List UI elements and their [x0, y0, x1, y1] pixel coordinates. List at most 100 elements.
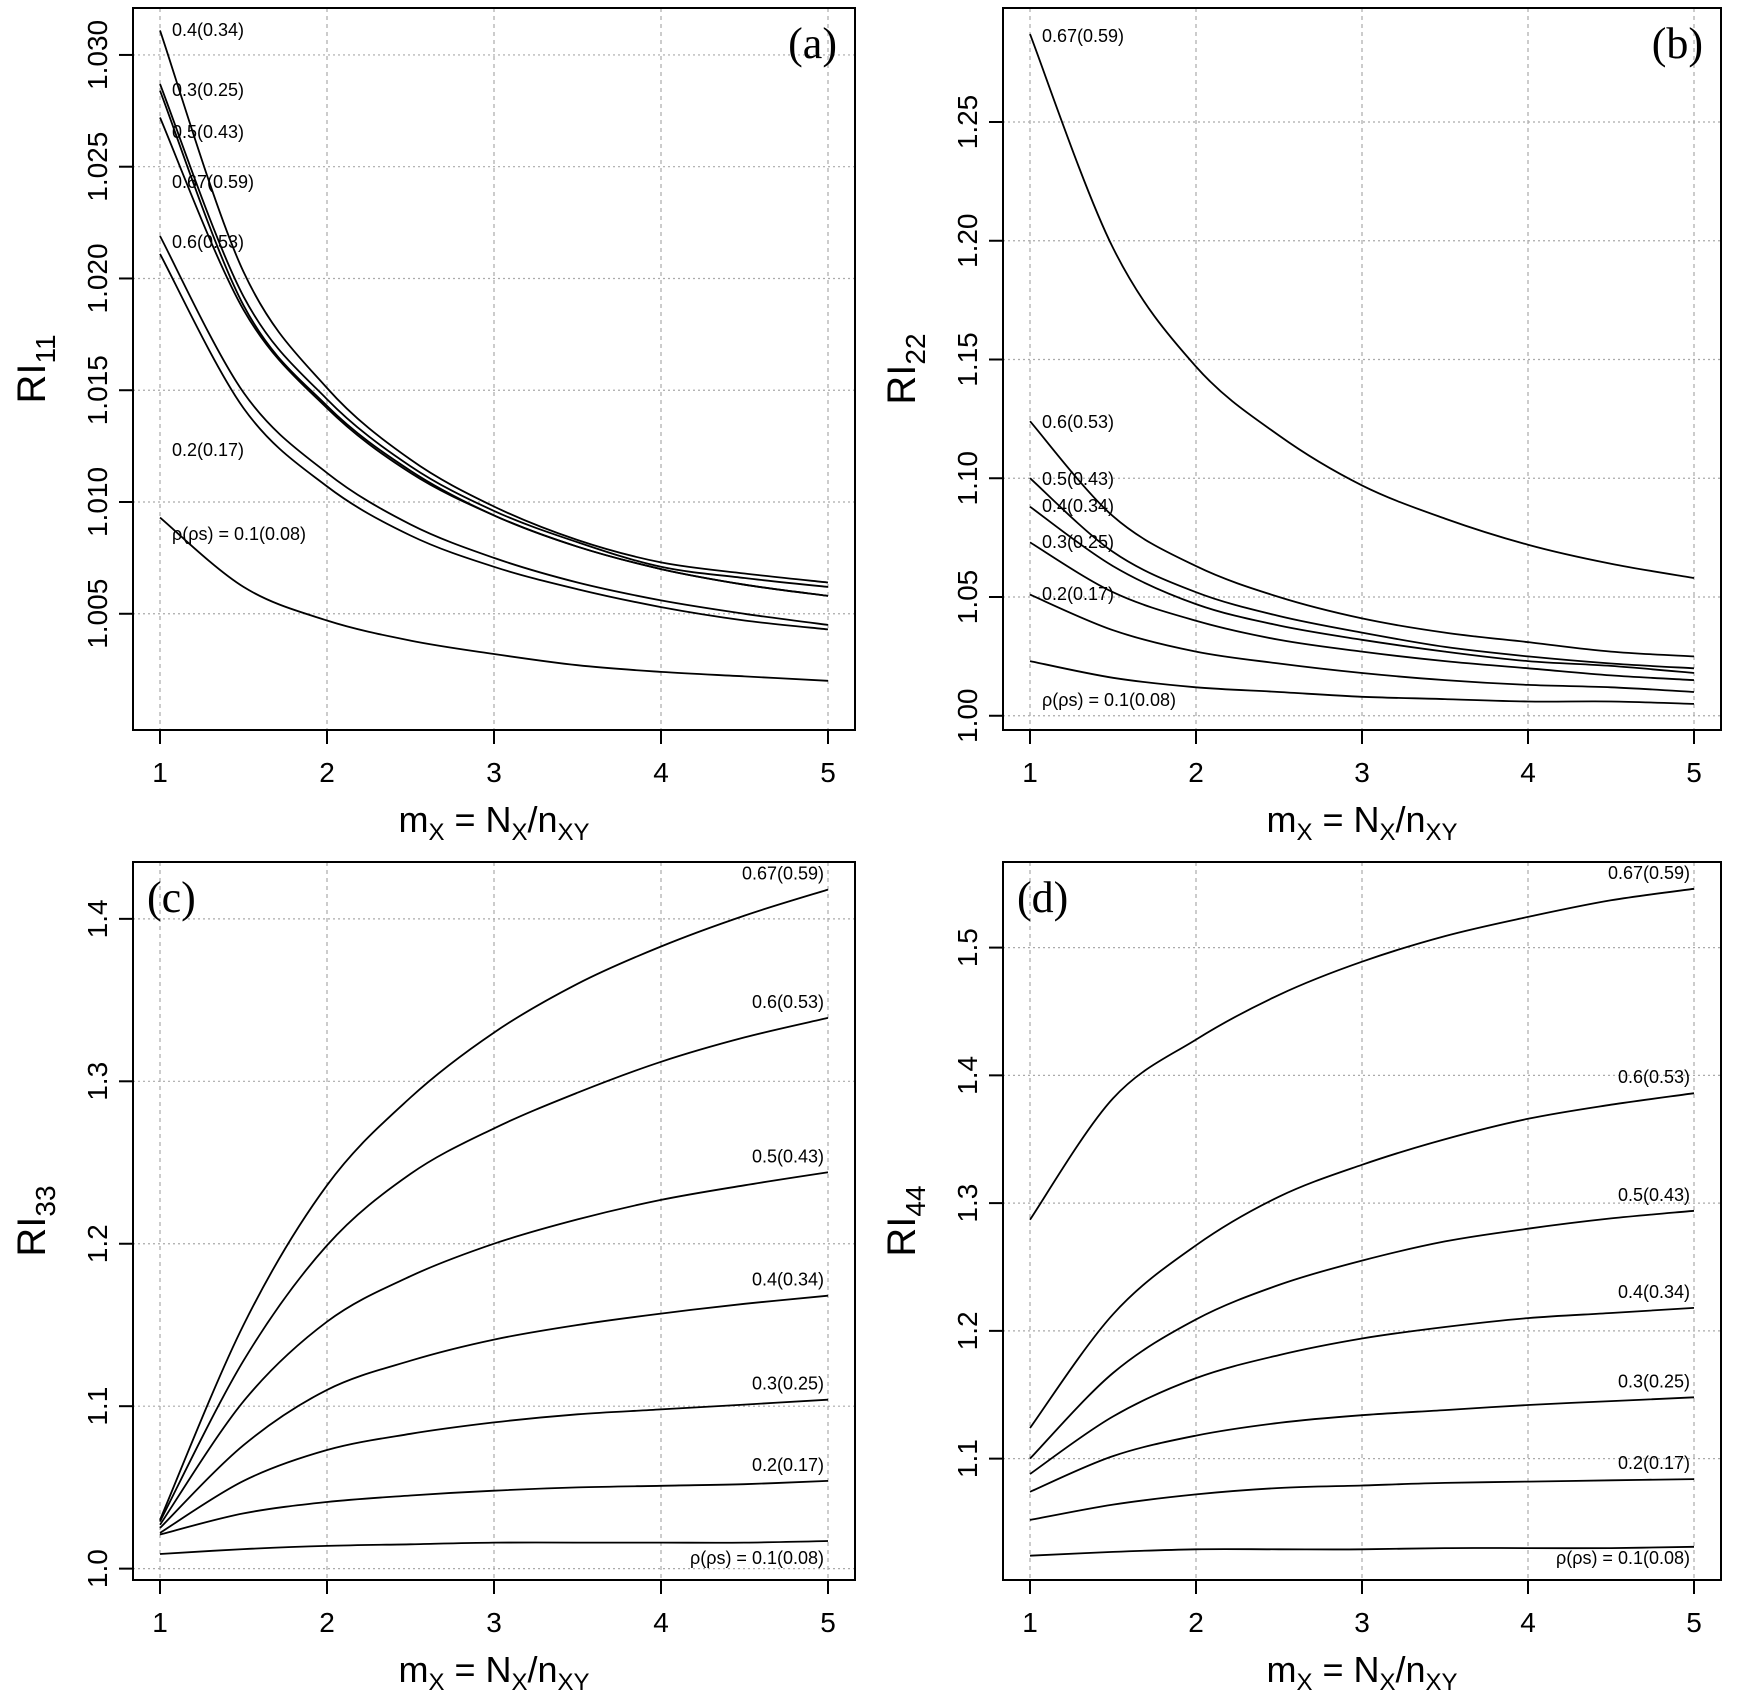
x-axis-label-part: =	[444, 1649, 485, 1690]
x-axis-label-part: X	[1379, 819, 1395, 846]
series-label: 0.6(0.53)	[172, 232, 244, 252]
series-line-0.5(0.43)	[1029, 477, 1695, 670]
x-axis-label-part: =	[1312, 1649, 1353, 1690]
x-axis-label: mX = NX/nXY	[1266, 799, 1457, 846]
series-line-0.6(0.53)	[1029, 420, 1695, 658]
series-label: 0.3(0.25)	[1042, 532, 1114, 552]
series-label: 0.5(0.43)	[1618, 1185, 1690, 1205]
x-axis-label-part: X	[1296, 1669, 1312, 1696]
x-tick-label: 1	[152, 1607, 168, 1638]
x-tick-label: 1	[1022, 1607, 1038, 1638]
series-label: 0.67(0.59)	[172, 172, 254, 192]
series-label: 0.4(0.34)	[752, 1270, 824, 1290]
y-axis-label-sub: 11	[30, 334, 61, 363]
x-tick-label: 2	[319, 757, 335, 788]
y-tick-label: 1.15	[952, 332, 983, 387]
x-axis-label-part: X	[511, 819, 527, 846]
series-label: 0.4(0.34)	[1042, 496, 1114, 516]
series-label: 0.2(0.17)	[1618, 1453, 1690, 1473]
y-axis-label: RI22	[880, 333, 931, 404]
x-tick-label: 3	[1354, 757, 1370, 788]
x-axis-label: mX = NX/nXY	[1266, 1649, 1457, 1696]
x-axis-label-part: m	[1266, 1649, 1296, 1690]
y-axis-label: RI11	[10, 334, 61, 403]
x-tick-label: 4	[653, 757, 669, 788]
x-tick-label: 5	[1686, 1607, 1702, 1638]
panel-a: 1 2 3 4 5 1.005 1.010 1.015 1.020 1.025 1.030 RI11 m…	[10, 7, 856, 846]
series-line-0.4(0.34)	[159, 30, 829, 584]
series-line-0.6(0.53)	[159, 1017, 829, 1522]
y-axis-label-main: RI	[10, 1217, 54, 1257]
x-axis-label-part: X	[1379, 1669, 1395, 1696]
x-axis-label-part: XY	[1426, 1669, 1458, 1696]
x-tick-label: 3	[486, 757, 502, 788]
x-axis-label-part: n	[538, 799, 558, 840]
y-axis-label: RI33	[10, 1185, 61, 1256]
x-tick-label: 2	[319, 1607, 335, 1638]
series-label: ρ(ρs) = 0.1(0.08)	[1556, 1548, 1690, 1568]
y-tick-label: 1.3	[952, 1184, 983, 1223]
x-axis-label-part: m	[1266, 799, 1296, 840]
y-tick-label: 1.1	[952, 1439, 983, 1478]
series-label: 0.4(0.34)	[1618, 1282, 1690, 1302]
x-axis-label-part: X	[428, 819, 444, 846]
y-tick-label: 1.2	[82, 1224, 113, 1263]
series-line-0.67(0.59)	[1029, 33, 1695, 579]
x-axis-label-part: XY	[1426, 819, 1458, 846]
series-label: 0.2(0.17)	[172, 440, 244, 460]
y-tick-label: 1.2	[952, 1311, 983, 1350]
y-tick-label: 1.05	[952, 570, 983, 625]
x-axis-label-part: /	[1396, 1649, 1406, 1690]
x-axis-label-part: =	[444, 799, 485, 840]
series-line-0.1(0.08)	[1029, 660, 1695, 705]
x-tick-label: 3	[1354, 1607, 1370, 1638]
x-axis-label-part: N	[1353, 1649, 1379, 1690]
x-tick-label: 2	[1188, 757, 1204, 788]
x-axis-label-part: m	[398, 799, 428, 840]
x-axis-label-part: m	[398, 1649, 428, 1690]
series-label: ρ(ρs) = 0.1(0.08)	[172, 524, 306, 544]
series-line-0.1(0.08)	[159, 1540, 829, 1555]
series-line-0.3(0.25)	[1029, 1396, 1695, 1493]
y-tick-label: 1.00	[952, 689, 983, 744]
x-tick-label: 4	[653, 1607, 669, 1638]
x-axis-label-part: X	[1296, 819, 1312, 846]
x-tick-label: 4	[1520, 757, 1536, 788]
series-label: 0.2(0.17)	[1042, 584, 1114, 604]
y-tick-label: 1.10	[952, 451, 983, 506]
x-tick-label: 4	[1520, 1607, 1536, 1638]
y-tick-label: 1.020	[82, 243, 113, 313]
panel-tag: (a)	[788, 19, 837, 68]
y-tick-label: 1.025	[82, 132, 113, 202]
x-axis-label-part: N	[485, 799, 511, 840]
y-axis-label: RI44	[880, 1185, 931, 1256]
series-line-0.5(0.43)	[1029, 1209, 1695, 1460]
series-line-0.2(0.17)	[159, 1480, 829, 1536]
y-tick-label: 1.030	[82, 20, 113, 90]
x-axis-label-part: /	[1396, 799, 1406, 840]
series-label: 0.6(0.53)	[1618, 1067, 1690, 1087]
series-line-0.3(0.25)	[159, 83, 829, 588]
x-tick-label: 5	[820, 1607, 836, 1638]
series-line-0.67(0.59)	[1029, 887, 1695, 1221]
x-axis-label-part: XY	[558, 1669, 590, 1696]
x-tick-label: 1	[1022, 757, 1038, 788]
x-axis-label-part: n	[1406, 1649, 1426, 1690]
series-line-0.4(0.34)	[1029, 1307, 1695, 1475]
series-label: 0.3(0.25)	[1618, 1371, 1690, 1391]
x-axis-label-part: X	[511, 1669, 527, 1696]
y-tick-label: 1.1	[82, 1387, 113, 1426]
series-line-0.2(0.17)	[1029, 593, 1695, 693]
panel-tag: (b)	[1652, 19, 1703, 68]
series-line-0.3(0.25)	[1029, 541, 1695, 681]
series-line-0.1(0.08)	[159, 516, 829, 682]
x-axis-label-part: /	[528, 1649, 538, 1690]
series-line-0.67(0.59)	[159, 117, 829, 597]
y-tick-label: 1.5	[952, 928, 983, 967]
series-line-0.1(0.08)	[1029, 1545, 1695, 1557]
y-axis-label-sub: 22	[900, 333, 931, 364]
series-label: 0.5(0.43)	[752, 1146, 824, 1166]
